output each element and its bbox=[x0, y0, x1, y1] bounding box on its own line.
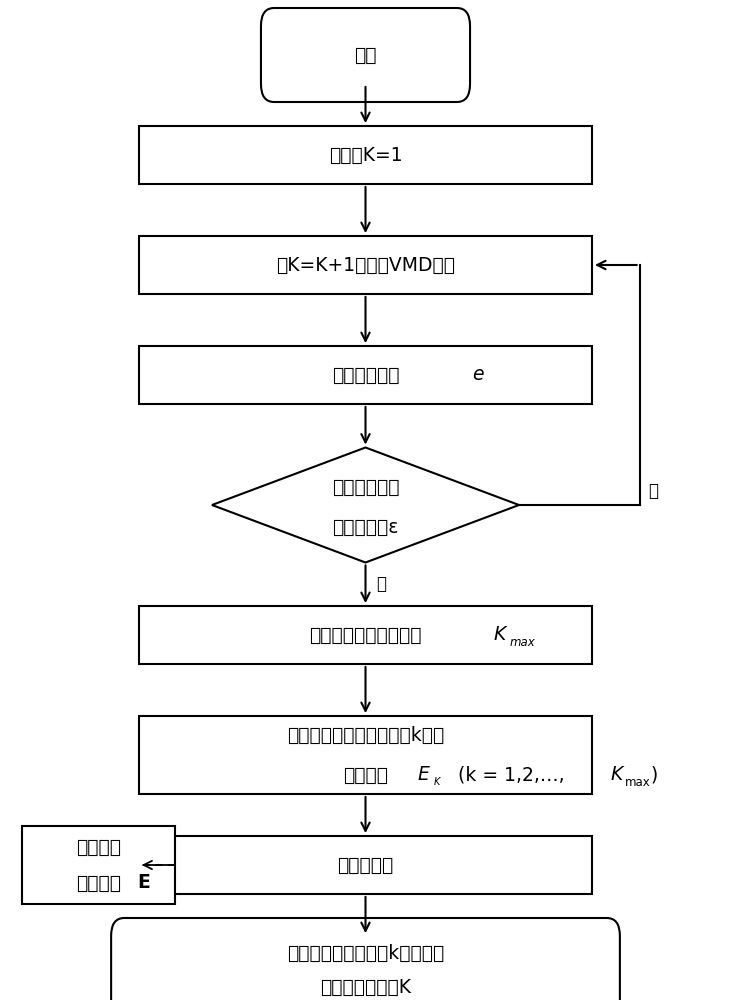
Text: max: max bbox=[624, 776, 651, 788]
Text: 计算损失系数: 计算损失系数 bbox=[332, 365, 399, 384]
Text: 佳模态分解个数K: 佳模态分解个数K bbox=[320, 978, 411, 996]
Text: 计算当模态分解个数设为k时的: 计算当模态分解个数设为k时的 bbox=[287, 726, 444, 744]
Bar bbox=[139, 836, 592, 894]
Text: 获得最大模态分解个数: 获得最大模态分解个数 bbox=[309, 626, 422, 645]
Bar bbox=[139, 126, 592, 184]
Text: 开始: 开始 bbox=[355, 45, 376, 64]
Text: 设定的阀值ε: 设定的阀值ε bbox=[333, 518, 398, 536]
Text: max: max bbox=[510, 636, 536, 648]
Bar bbox=[139, 346, 592, 404]
Bar bbox=[22, 826, 175, 904]
Text: 原始信号: 原始信号 bbox=[76, 838, 121, 856]
Bar bbox=[139, 236, 592, 294]
Text: 计算能量差: 计算能量差 bbox=[338, 856, 393, 874]
Text: 是: 是 bbox=[376, 575, 387, 593]
Text: 累加能量: 累加能量 bbox=[343, 766, 388, 784]
Bar bbox=[139, 606, 592, 664]
Text: 选取能量差最小时的k值作为最: 选取能量差最小时的k值作为最 bbox=[287, 944, 444, 962]
Text: $\mathbf{E}$: $\mathbf{E}$ bbox=[137, 872, 151, 892]
Polygon shape bbox=[212, 448, 519, 562]
Text: (k = 1,2,…,: (k = 1,2,…, bbox=[458, 766, 565, 784]
FancyBboxPatch shape bbox=[261, 8, 470, 102]
Text: 令K=K+1，进行VMD分解: 令K=K+1，进行VMD分解 bbox=[276, 255, 455, 274]
Text: 的能量值: 的能量值 bbox=[76, 874, 121, 892]
Text: ): ) bbox=[651, 766, 658, 784]
Text: 否: 否 bbox=[648, 482, 659, 500]
Text: $_K$: $_K$ bbox=[433, 774, 442, 788]
Text: $e$: $e$ bbox=[472, 365, 485, 384]
Text: 初始化K=1: 初始化K=1 bbox=[329, 145, 402, 164]
Text: $K$: $K$ bbox=[493, 624, 509, 644]
Bar bbox=[139, 716, 592, 794]
Text: 损失系数小于: 损失系数小于 bbox=[332, 478, 399, 496]
Text: $K$: $K$ bbox=[610, 764, 626, 784]
FancyBboxPatch shape bbox=[111, 918, 620, 1000]
Text: $E$: $E$ bbox=[417, 764, 431, 784]
